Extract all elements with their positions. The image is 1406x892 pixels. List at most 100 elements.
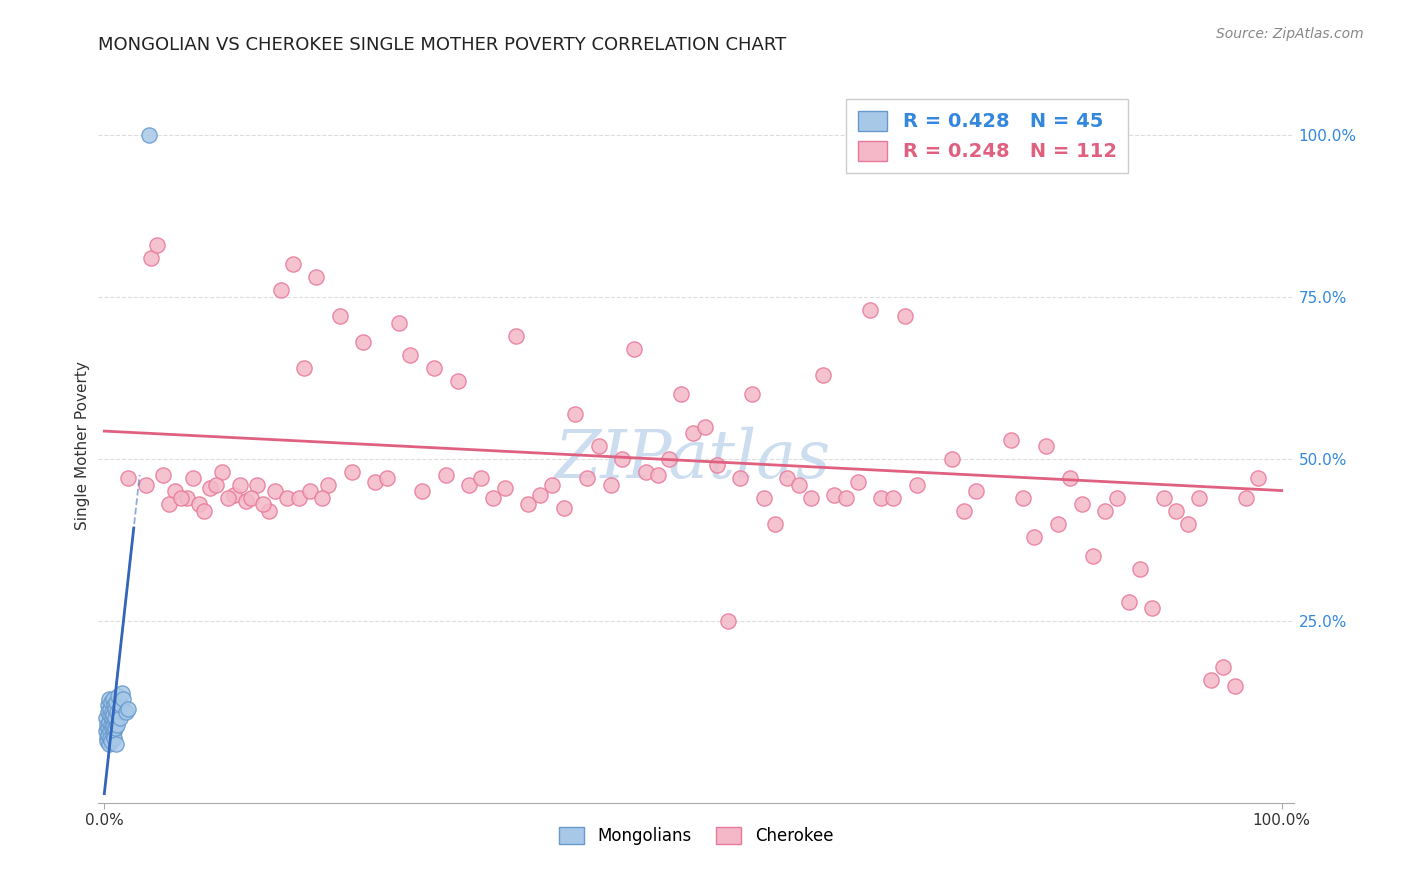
Point [294, 361, 316, 376]
Point [100, 731, 122, 745]
Point [246, 478, 269, 492]
Point [364, 475, 387, 489]
Point [446, 374, 468, 388]
Point [111, 685, 134, 699]
Text: ZIPatlas: ZIPatlas [555, 426, 831, 491]
Point [1142, 601, 1164, 615]
Point [114, 705, 136, 719]
Point [299, 484, 322, 499]
Point [104, 714, 127, 729]
Point [965, 484, 987, 499]
Point [671, 387, 693, 401]
Point [100, 695, 122, 709]
Point [305, 270, 328, 285]
Point [765, 516, 787, 531]
Point [104, 702, 127, 716]
Point [157, 497, 180, 511]
Legend: Mongolians, Cherokee: Mongolians, Cherokee [553, 820, 839, 852]
Point [270, 283, 292, 297]
Point [104, 721, 127, 735]
Point [152, 468, 174, 483]
Point [222, 488, 245, 502]
Point [706, 458, 728, 473]
Point [105, 718, 128, 732]
Point [200, 481, 222, 495]
Point [141, 251, 163, 265]
Point [104, 695, 127, 709]
Point [96, 711, 118, 725]
Point [329, 310, 352, 324]
Point [96, 734, 118, 748]
Point [134, 478, 156, 492]
Point [103, 708, 125, 723]
Point [787, 478, 810, 492]
Point [181, 471, 204, 485]
Point [103, 724, 125, 739]
Point [634, 465, 657, 479]
Point [859, 302, 882, 317]
Point [276, 491, 298, 505]
Point [1024, 530, 1046, 544]
Point [434, 468, 457, 483]
Point [1177, 516, 1199, 531]
Point [287, 491, 309, 505]
Point [163, 484, 186, 499]
Point [976, 128, 998, 142]
Point [423, 361, 446, 376]
Point [97, 698, 120, 713]
Point [105, 705, 128, 719]
Point [112, 692, 135, 706]
Point [1035, 439, 1057, 453]
Point [835, 491, 858, 505]
Point [176, 491, 198, 505]
Point [101, 718, 124, 732]
Point [752, 491, 775, 505]
Text: Source: ZipAtlas.com: Source: ZipAtlas.com [1216, 27, 1364, 41]
Point [870, 491, 893, 505]
Point [823, 488, 845, 502]
Point [399, 348, 422, 362]
Point [576, 471, 599, 485]
Point [1212, 659, 1234, 673]
Point [98, 708, 121, 723]
Point [482, 491, 505, 505]
Point [517, 497, 540, 511]
Point [540, 478, 562, 492]
Point [553, 500, 575, 515]
Y-axis label: Single Mother Poverty: Single Mother Poverty [75, 361, 90, 531]
Point [281, 257, 304, 271]
Point [953, 504, 976, 518]
Point [388, 316, 411, 330]
Point [1188, 491, 1211, 505]
Point [211, 465, 233, 479]
Point [800, 491, 823, 505]
Point [98, 714, 121, 729]
Point [97, 692, 120, 706]
Point [146, 238, 169, 252]
Point [1047, 516, 1070, 531]
Point [240, 491, 263, 505]
Point [1070, 497, 1092, 511]
Point [682, 425, 704, 440]
Point [988, 128, 1011, 142]
Point [1059, 471, 1081, 485]
Point [1129, 562, 1152, 576]
Point [647, 468, 669, 483]
Point [110, 698, 132, 713]
Point [917, 128, 939, 142]
Point [252, 497, 274, 511]
Point [117, 702, 139, 716]
Point [316, 478, 339, 492]
Point [193, 504, 215, 518]
Point [1094, 504, 1116, 518]
Point [494, 481, 516, 495]
Point [101, 692, 124, 706]
Point [1105, 491, 1128, 505]
Point [105, 738, 128, 752]
Point [103, 731, 125, 745]
Point [340, 465, 363, 479]
Point [101, 721, 124, 735]
Point [235, 494, 257, 508]
Point [1164, 504, 1187, 518]
Point [1236, 491, 1258, 505]
